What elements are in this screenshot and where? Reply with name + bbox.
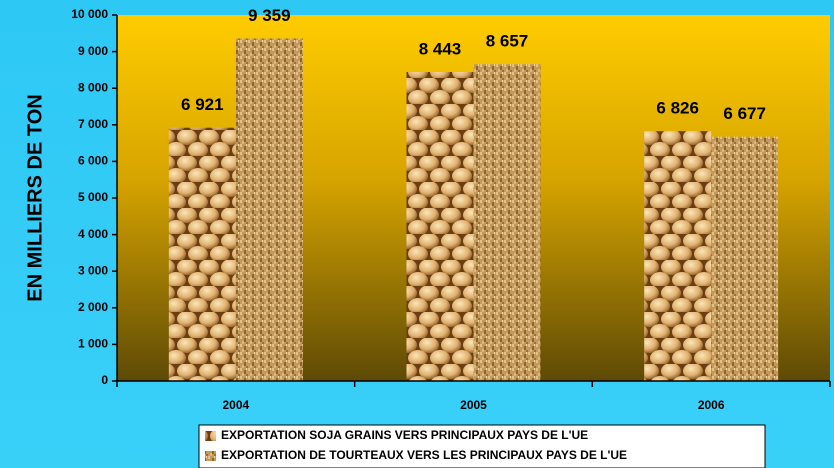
legend-swatch [205,451,216,461]
value-label: 8 657 [486,32,529,51]
y-axis-label: EN MILLIERS DE TON [24,94,46,301]
y-tick-label: 4 000 [78,227,108,241]
x-tick-label: 2004 [222,398,249,412]
bar [473,64,541,381]
y-tick-label: 5 000 [78,190,108,204]
x-tick-label: 2005 [460,398,487,412]
y-tick-label: 9 000 [78,44,108,58]
y-tick-label: 1 000 [78,337,108,351]
y-tick-label: 7 000 [78,117,108,131]
legend-label: EXPORTATION SOJA GRAINS VERS PRINCIPAUX … [221,428,588,442]
value-label: 6 826 [656,99,699,118]
legend-swatch [205,431,216,441]
value-label: 8 443 [419,39,462,58]
bar [168,127,236,381]
x-tick-label: 2006 [698,398,725,412]
y-tick-label: 2 000 [78,300,108,314]
legend [198,424,766,468]
y-tick-label: 3 000 [78,263,108,277]
bar [711,136,779,381]
value-label: 6 921 [181,95,224,114]
bar [406,71,474,381]
legend-label: EXPORTATION DE TOURTEAUX VERS LES PRINCI… [221,448,627,462]
bar [644,131,712,381]
value-label: 9 359 [248,6,291,25]
y-tick-label: 6 000 [78,154,108,168]
bar [235,38,303,381]
y-tick-label: 10 000 [71,7,108,21]
y-tick-label: 8 000 [78,80,108,94]
value-label: 6 677 [723,104,766,123]
y-tick-label: 0 [101,373,108,387]
